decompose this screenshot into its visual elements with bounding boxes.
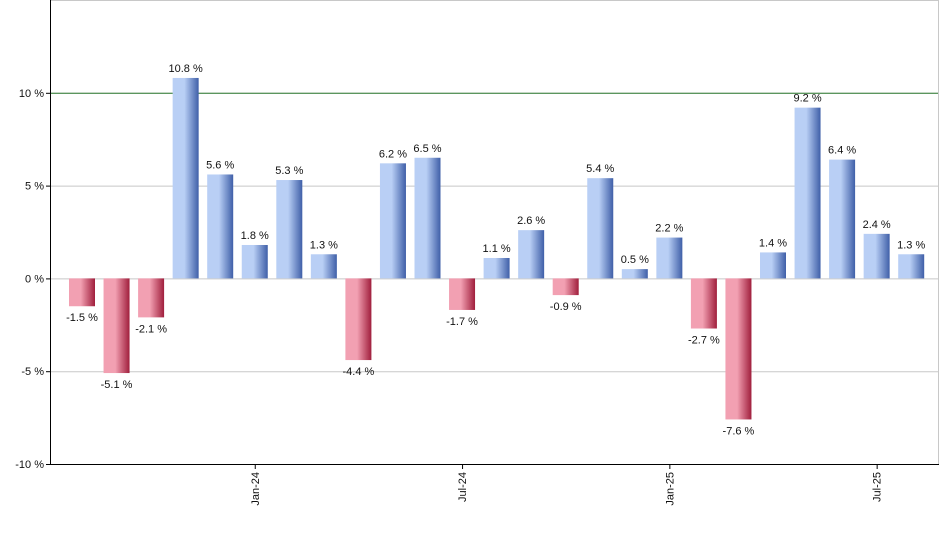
data-label: 6.2 %	[379, 148, 407, 160]
bar	[207, 174, 234, 279]
data-label: 10.8 %	[169, 63, 203, 75]
bar	[345, 278, 372, 361]
y-tick-label: -5 %	[21, 366, 44, 378]
data-label: 6.4 %	[828, 145, 856, 157]
data-label: -4.4 %	[343, 366, 375, 378]
data-label: 1.8 %	[241, 230, 269, 242]
bar	[518, 230, 545, 279]
x-tick-label: Jan-25	[664, 472, 676, 506]
bar	[690, 278, 717, 329]
data-label: 1.1 %	[483, 243, 511, 255]
bar	[483, 257, 510, 279]
data-label: 1.3 %	[310, 239, 338, 251]
bar	[379, 163, 406, 279]
data-label: -5.1 %	[101, 379, 133, 391]
data-label: -7.6 %	[723, 425, 755, 437]
data-label: -0.9 %	[550, 301, 582, 313]
y-tick-label: 10 %	[19, 88, 44, 100]
bar	[552, 278, 579, 296]
data-label: 1.3 %	[897, 239, 925, 251]
data-label: 0.5 %	[621, 254, 649, 266]
bar	[829, 159, 856, 279]
bar	[863, 233, 890, 279]
bar	[276, 180, 303, 279]
bar	[898, 254, 925, 279]
bar	[621, 269, 648, 279]
data-label: -1.7 %	[446, 316, 478, 328]
data-label: -1.5 %	[66, 312, 98, 324]
data-label: 2.6 %	[517, 215, 545, 227]
data-label: -2.7 %	[688, 335, 720, 347]
bar	[172, 77, 199, 279]
bar	[241, 244, 268, 279]
bar	[103, 278, 130, 374]
axes: -10 % -5 % 0 % 5 % 10 % Jan-24 Jul-24 Jan-25 Jul…	[15, 0, 939, 506]
bar	[69, 278, 95, 307]
data-label: 2.4 %	[863, 219, 891, 231]
y-tick-label: 5 %	[25, 181, 44, 193]
data-label: -2.1 %	[135, 323, 167, 335]
bar	[725, 278, 752, 420]
bars	[69, 77, 925, 420]
bar	[656, 237, 683, 279]
data-label: 9.2 %	[793, 93, 821, 105]
bar	[794, 107, 821, 279]
data-label: 6.5 %	[413, 143, 441, 155]
data-label: 5.4 %	[586, 163, 614, 175]
bar	[138, 278, 165, 318]
x-tick-label: Jan-24	[250, 472, 262, 506]
bar	[587, 178, 614, 279]
data-labels: -1.5 % -5.1 % -2.1 % 10.8 % 5.6 % 1.8 % 5.3 % 1…	[66, 63, 925, 438]
data-label: 2.2 %	[655, 223, 683, 235]
bar	[414, 157, 441, 279]
x-tick-label: Jul-24	[457, 472, 469, 502]
bar	[310, 254, 337, 279]
data-label: 5.3 %	[275, 165, 303, 177]
x-tick-label: Jul-25	[872, 472, 884, 502]
y-tick-label: 0 %	[25, 273, 44, 285]
data-label: 5.6 %	[206, 159, 234, 171]
bar	[449, 278, 476, 310]
y-tick-label: -10 %	[15, 459, 44, 471]
bar	[760, 252, 786, 279]
data-label: 1.4 %	[759, 237, 787, 249]
